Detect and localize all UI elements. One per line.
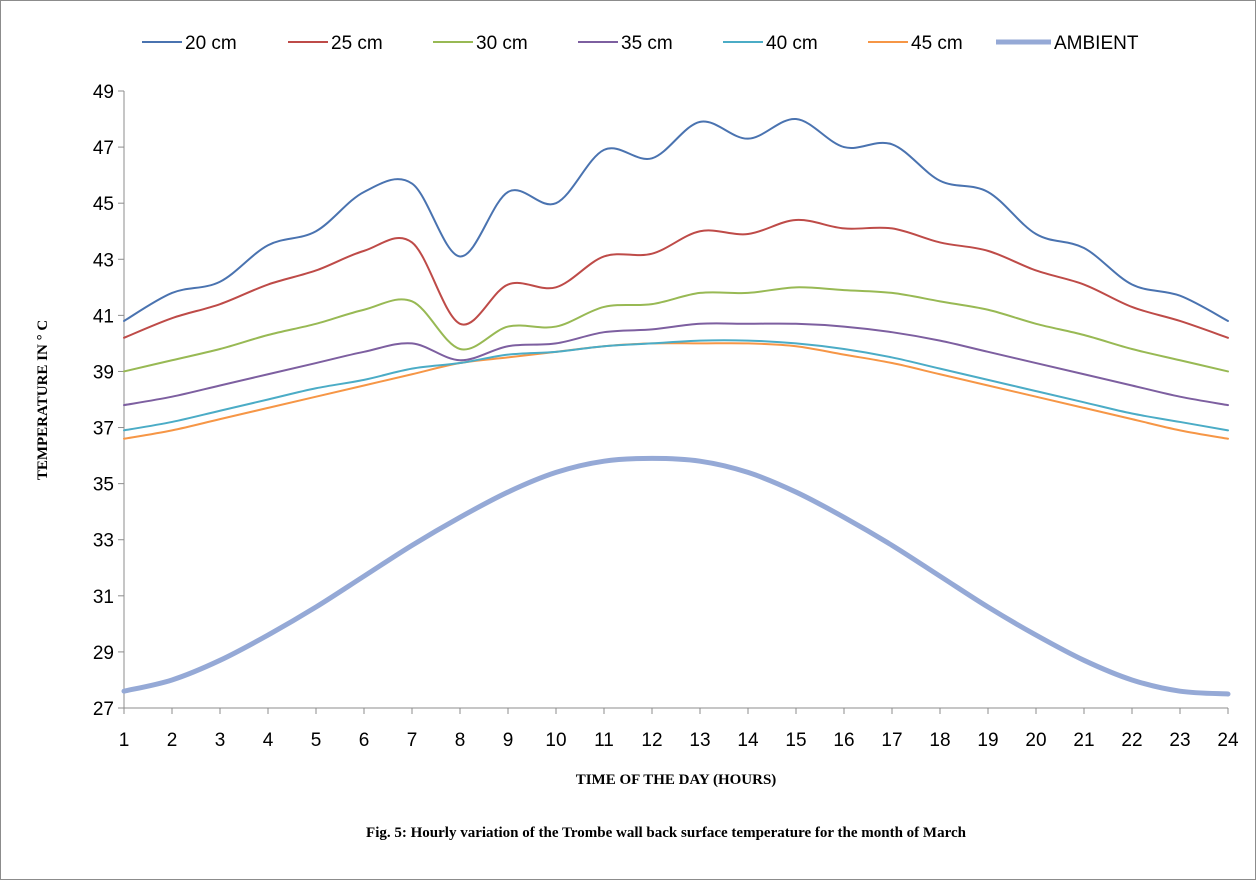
x-tick-label: 20 (1025, 730, 1046, 751)
y-tick-label: 37 (93, 419, 114, 440)
legend-label: AMBIENT (1054, 33, 1139, 54)
x-tick-label: 11 (594, 730, 614, 751)
y-tick-label: 41 (93, 306, 114, 327)
y-tick-label: 45 (93, 194, 114, 215)
series-line-45-cm (123, 342, 1229, 440)
x-tick-label: 21 (1073, 730, 1094, 751)
x-tick-label: 19 (977, 730, 998, 751)
x-tick-label: 4 (263, 730, 274, 751)
y-tick-label: 39 (93, 362, 114, 383)
x-tick-label: 3 (215, 730, 226, 751)
x-tick-label: 10 (545, 730, 566, 751)
y-tick-label: 47 (93, 138, 114, 159)
legend-label: 20 cm (185, 33, 237, 54)
y-tick-label: 31 (93, 587, 114, 608)
series-line-ambient (121, 455, 1231, 697)
x-tick-label: 12 (641, 730, 662, 751)
series-line-20-cm (123, 118, 1229, 322)
x-tick-label: 16 (833, 730, 854, 751)
y-tick-label: 29 (93, 643, 114, 664)
x-tick-label: 2 (167, 730, 178, 751)
plot-area (123, 91, 1228, 709)
y-tick-label: 43 (93, 250, 114, 271)
legend-item-45-cm: 45 cm (868, 33, 963, 54)
x-tick-label: 8 (455, 730, 466, 751)
legend-label: 45 cm (911, 33, 963, 54)
x-tick-label: 22 (1121, 730, 1142, 751)
legend-item-35-cm: 35 cm (578, 33, 673, 54)
x-axis-title: TIME OF THE DAY (HOURS) (576, 772, 777, 788)
x-tick-label: 1 (119, 730, 130, 751)
x-tick-label: 6 (359, 730, 370, 751)
legend-item-30-cm: 30 cm (433, 33, 528, 54)
legend: 20 cm 25 cm 30 cm 35 cm 40 cm 45 cm AMBIENT (142, 33, 1139, 54)
x-tick-label: 9 (503, 730, 514, 751)
y-axis-title: TEMPERATURE IN ° C (35, 320, 51, 480)
x-tick-label: 5 (311, 730, 322, 751)
x-axis-ticks: 1 2 3 4 5 6 7 8 9 10 11 12 13 14 15 16 17 18 19 20 21 22 23 24 (119, 708, 1239, 751)
x-tick-label: 24 (1217, 730, 1239, 751)
y-tick-label: 27 (93, 699, 114, 720)
legend-item-ambient: AMBIENT (996, 33, 1139, 54)
legend-item-40-cm: 40 cm (723, 33, 818, 54)
legend-label: 35 cm (621, 33, 673, 54)
y-axis-ticks: 27 29 31 33 35 37 39 41 43 45 47 49 (93, 82, 124, 720)
x-tick-label: 7 (407, 730, 418, 751)
legend-item-20-cm: 20 cm (142, 33, 237, 54)
x-tick-label: 15 (785, 730, 806, 751)
series-line-30-cm (123, 286, 1229, 373)
x-tick-label: 17 (881, 730, 902, 751)
x-tick-label: 14 (737, 730, 759, 751)
x-tick-label: 23 (1169, 730, 1190, 751)
series-line-40-cm (123, 339, 1229, 432)
series-line-35-cm (123, 322, 1229, 407)
figure-caption: Fig. 5: Hourly variation of the Trombe w… (366, 825, 967, 841)
legend-label: 40 cm (766, 33, 818, 54)
series-line-25-cm (123, 219, 1229, 339)
x-tick-label: 18 (929, 730, 950, 751)
series-lines (121, 118, 1231, 697)
y-tick-label: 33 (93, 531, 114, 552)
y-tick-label: 49 (93, 82, 114, 103)
y-tick-label: 35 (93, 475, 114, 496)
legend-label: 30 cm (476, 33, 528, 54)
legend-item-25-cm: 25 cm (288, 33, 383, 54)
legend-label: 25 cm (331, 33, 383, 54)
x-tick-label: 13 (689, 730, 710, 751)
